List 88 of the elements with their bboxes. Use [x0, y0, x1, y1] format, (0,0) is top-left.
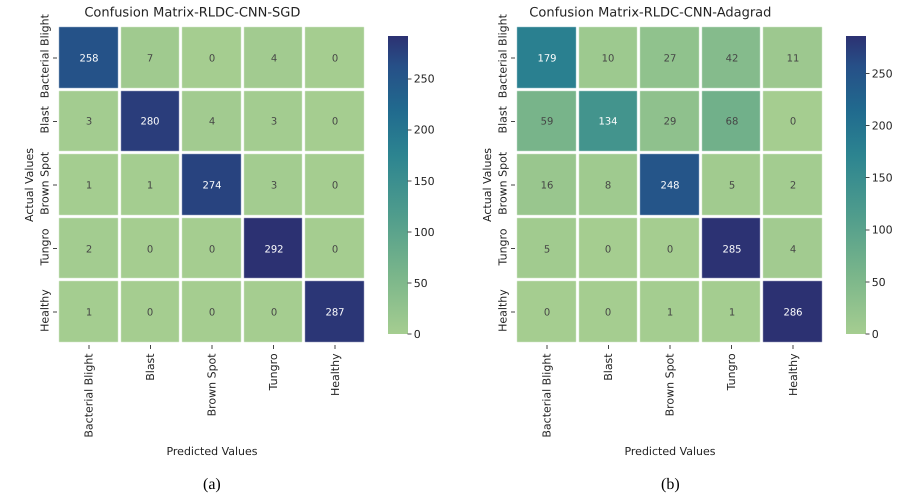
data-label: 280: [140, 116, 160, 128]
x-tick-label: Brown Spot: [206, 352, 219, 416]
data-label: 248: [660, 180, 680, 192]
data-label: 0: [604, 244, 612, 256]
data-label: 0: [332, 116, 338, 128]
data-label: 27: [664, 54, 676, 64]
data-label: 179: [537, 54, 557, 64]
data-label: 258: [79, 54, 99, 64]
data-label: 0: [332, 180, 338, 192]
color-bar-label: 0: [414, 328, 421, 341]
color-bar-label: 150: [414, 174, 435, 188]
data-label: 0: [666, 244, 674, 256]
color-bar-label: 50: [414, 276, 428, 290]
data-label: 5: [728, 180, 736, 192]
data-label: 2: [86, 244, 92, 256]
data-label: 0: [208, 244, 216, 256]
y-tick-label: Blast: [38, 105, 52, 134]
data-label: 8: [604, 180, 612, 192]
data-label: 29: [664, 116, 676, 128]
data-label: 0: [332, 54, 338, 64]
data-label: 0: [270, 308, 278, 318]
data-label: 0: [208, 54, 216, 64]
data-label: 286: [783, 308, 803, 318]
color-bar-label: 100: [872, 224, 893, 237]
data-label: 2: [790, 180, 796, 192]
data-label: 4: [208, 116, 216, 128]
x-tick-label: Tungro: [267, 353, 280, 392]
data-label: 11: [786, 54, 800, 64]
data-label: 1: [146, 180, 154, 192]
y-tick-label: Healthy: [38, 288, 52, 332]
x-tick-label: Brown Spot: [664, 352, 677, 416]
data-label: 68: [726, 116, 738, 128]
color-bar-label: 100: [414, 226, 435, 239]
data-label: 4: [270, 54, 278, 64]
x-tick-label: Blast: [602, 352, 615, 381]
chart-title: Confusion Matrix-RLDC-CNN-Adagrad: [529, 6, 772, 21]
x-tick-label: Blast: [144, 352, 157, 381]
data-label: 285: [722, 244, 742, 256]
y-tick-label: Healthy: [496, 288, 510, 332]
text: (a): [203, 476, 221, 493]
data-label: 10: [602, 54, 614, 64]
y-tick-label: Bacterial Blight: [38, 13, 52, 98]
x-axis-title: Predicted Values: [166, 444, 258, 458]
y-axis-title: Actual Values: [23, 148, 36, 222]
y-tick-label: Tungro: [38, 228, 52, 266]
data-label: 0: [146, 308, 154, 318]
x-tick-label: Healthy: [328, 352, 342, 396]
x-tick-label: Tungro: [725, 353, 738, 392]
color-bar-label: 150: [872, 172, 893, 185]
data-label: 16: [540, 180, 554, 192]
data-label: 0: [604, 308, 612, 318]
data-label: 1: [86, 180, 92, 192]
data-label: 134: [598, 116, 618, 128]
data-label: 3: [270, 180, 278, 192]
data-label: 1: [728, 308, 736, 318]
data-label: 287: [325, 308, 345, 318]
color-bar-label: 200: [414, 124, 435, 137]
data-label: 0: [790, 116, 796, 128]
x-tick-label: Healthy: [786, 352, 800, 396]
y-tick-label: Brown Spot: [38, 151, 52, 215]
data-label: 292: [264, 244, 284, 256]
y-tick-label: Bacterial Blight: [496, 13, 510, 98]
data-label: 0: [332, 244, 338, 256]
y-axis-title: Actual Values: [481, 148, 494, 222]
color-bar-label: 250: [414, 72, 435, 86]
data-label: 0: [208, 308, 216, 318]
data-label: 42: [726, 54, 738, 64]
color-bar-label: 50: [872, 276, 886, 289]
y-tick-label: Tungro: [496, 228, 510, 266]
data-label: 0: [544, 308, 550, 318]
data-label: 4: [790, 244, 796, 256]
data-label: 3: [270, 116, 278, 128]
data-label: 7: [146, 54, 154, 64]
y-tick-label: Blast: [496, 105, 510, 134]
data-label: 1: [666, 308, 674, 318]
color-bar-label: 0: [872, 328, 879, 341]
data-label: 5: [544, 244, 550, 256]
chart-title: Confusion Matrix-RLDC-CNN-SGD: [84, 6, 300, 21]
data-label: 3: [86, 116, 92, 128]
data-label: 0: [146, 244, 154, 256]
data-label: 59: [540, 116, 554, 128]
y-tick-label: Brown Spot: [496, 151, 510, 215]
color-bar-label: 200: [872, 119, 893, 132]
data-label: 274: [202, 180, 222, 192]
data-label: 1: [86, 308, 92, 318]
text: (b): [661, 476, 680, 493]
color-bar-label: 250: [872, 67, 893, 80]
x-axis-title: Predicted Values: [624, 444, 716, 458]
